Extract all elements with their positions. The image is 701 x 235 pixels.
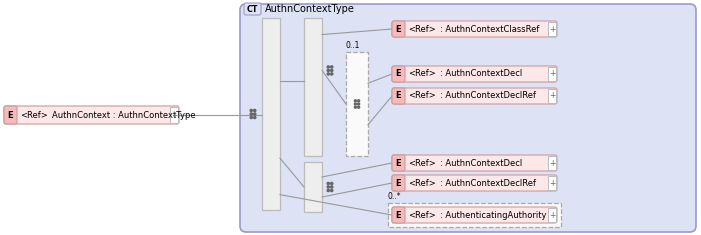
FancyBboxPatch shape <box>244 3 261 15</box>
Bar <box>548 208 556 222</box>
FancyBboxPatch shape <box>392 207 557 223</box>
Circle shape <box>327 73 329 75</box>
Circle shape <box>355 103 356 105</box>
Text: : AuthenticatingAuthority: : AuthenticatingAuthority <box>440 211 547 219</box>
FancyBboxPatch shape <box>4 106 179 124</box>
Text: E: E <box>395 211 401 219</box>
Text: <Ref>: <Ref> <box>408 24 436 34</box>
Circle shape <box>331 69 333 71</box>
Circle shape <box>327 66 329 68</box>
Text: : AuthnContextDecl: : AuthnContextDecl <box>440 158 522 168</box>
FancyBboxPatch shape <box>240 4 696 232</box>
Text: E: E <box>395 70 401 78</box>
FancyBboxPatch shape <box>392 175 405 191</box>
Text: +: + <box>549 158 555 168</box>
FancyBboxPatch shape <box>392 175 557 191</box>
FancyBboxPatch shape <box>392 207 405 223</box>
Bar <box>170 107 178 123</box>
Text: E: E <box>395 158 401 168</box>
Circle shape <box>355 106 356 108</box>
Circle shape <box>254 110 256 112</box>
Text: AuthnContext : AuthnContextType: AuthnContext : AuthnContextType <box>52 110 196 120</box>
Bar <box>304 18 322 156</box>
Text: +: + <box>549 24 555 34</box>
Circle shape <box>254 113 256 115</box>
Bar <box>548 22 556 36</box>
Circle shape <box>327 182 329 185</box>
Text: E: E <box>395 24 401 34</box>
Bar <box>346 52 368 156</box>
FancyBboxPatch shape <box>392 155 557 171</box>
Text: : AuthnContextDeclRef: : AuthnContextDeclRef <box>440 91 536 101</box>
Text: : AuthnContextClassRef: : AuthnContextClassRef <box>440 24 539 34</box>
FancyBboxPatch shape <box>392 155 405 171</box>
Bar <box>548 67 556 81</box>
Circle shape <box>250 110 252 112</box>
Text: <Ref>: <Ref> <box>408 179 436 188</box>
Text: +: + <box>549 211 555 219</box>
FancyBboxPatch shape <box>392 66 405 82</box>
Circle shape <box>254 116 256 119</box>
Circle shape <box>327 186 329 188</box>
Text: CT: CT <box>247 4 258 13</box>
Circle shape <box>331 182 333 185</box>
Circle shape <box>331 66 333 68</box>
Circle shape <box>355 100 356 102</box>
Circle shape <box>327 69 329 71</box>
Bar <box>548 176 556 190</box>
FancyBboxPatch shape <box>392 88 557 104</box>
Bar <box>304 162 322 212</box>
Text: <Ref>: <Ref> <box>408 70 436 78</box>
FancyBboxPatch shape <box>392 21 405 37</box>
Text: +: + <box>171 110 177 120</box>
Bar <box>262 18 280 210</box>
Text: +: + <box>549 179 555 188</box>
Text: 0..*: 0..* <box>387 192 400 201</box>
FancyBboxPatch shape <box>392 21 557 37</box>
FancyBboxPatch shape <box>392 66 557 82</box>
Text: AuthnContextType: AuthnContextType <box>265 4 355 14</box>
Circle shape <box>358 103 360 105</box>
Text: <Ref>: <Ref> <box>408 91 436 101</box>
Text: <Ref>: <Ref> <box>20 110 48 120</box>
Bar <box>548 89 556 103</box>
Bar <box>548 156 556 170</box>
Text: <Ref>: <Ref> <box>408 158 436 168</box>
Text: E: E <box>8 110 13 120</box>
Circle shape <box>331 186 333 188</box>
Circle shape <box>331 73 333 75</box>
Circle shape <box>327 189 329 192</box>
FancyBboxPatch shape <box>4 106 17 124</box>
Text: E: E <box>395 179 401 188</box>
Circle shape <box>358 100 360 102</box>
Text: : AuthnContextDeclRef: : AuthnContextDeclRef <box>440 179 536 188</box>
Bar <box>388 203 561 227</box>
Text: +: + <box>549 91 555 101</box>
Circle shape <box>358 106 360 108</box>
Circle shape <box>331 189 333 192</box>
Circle shape <box>250 113 252 115</box>
Text: E: E <box>395 91 401 101</box>
Text: : AuthnContextDecl: : AuthnContextDecl <box>440 70 522 78</box>
FancyBboxPatch shape <box>392 88 405 104</box>
Text: 0..1: 0..1 <box>345 41 360 50</box>
Text: <Ref>: <Ref> <box>408 211 436 219</box>
Circle shape <box>250 116 252 119</box>
Text: +: + <box>549 70 555 78</box>
